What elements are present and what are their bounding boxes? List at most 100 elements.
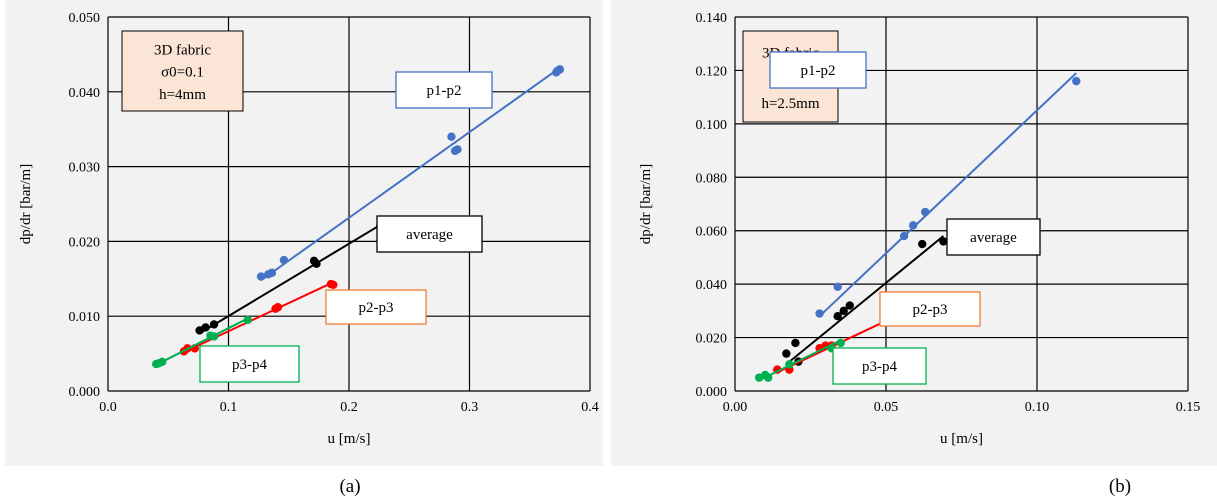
- data-point: [243, 315, 252, 325]
- chart-panel-1: 0.00 0.05 0.10 0.15 0.000 0.020 0.040 0.060 0.08…: [611, 0, 1217, 466]
- data-point: [908, 221, 918, 230]
- y-tick-label: 0.040: [696, 278, 728, 293]
- data-point: [791, 338, 800, 348]
- series-p3-p4: [152, 315, 252, 369]
- trend-line: [199, 224, 381, 335]
- x-tick-label: 0.2: [340, 400, 358, 415]
- series-label-frame: [832, 347, 927, 385]
- y-axis-label: dp/dr [bar/m]: [638, 164, 654, 244]
- series-average: [782, 235, 948, 366]
- y-tick-label: 0.030: [69, 161, 101, 176]
- series-label-frame: [325, 289, 427, 325]
- trend-line: [758, 339, 842, 382]
- data-point: [833, 312, 842, 321]
- series-label-average: average: [376, 215, 483, 253]
- data-point: [209, 320, 219, 329]
- x-axis-label: u [m/s]: [940, 431, 983, 447]
- data-point: [939, 237, 948, 246]
- series-label-frame: [199, 345, 300, 383]
- data-point: [329, 280, 338, 289]
- series-label-text: p3-p4: [232, 357, 267, 373]
- series-label-p3-p4: p3-p4: [832, 347, 927, 385]
- trend-line: [260, 67, 561, 282]
- data-point: [782, 349, 791, 358]
- data-point: [836, 338, 845, 348]
- x-tick-label: 0.05: [874, 400, 899, 415]
- data-point: [312, 259, 321, 269]
- x-tick-label: 0.3: [461, 400, 479, 415]
- panel-caption: (a): [339, 476, 360, 497]
- series-label-frame: [395, 71, 493, 109]
- series-label-text: p2-p3: [359, 300, 394, 316]
- data-point: [201, 323, 210, 332]
- data-point: [447, 132, 456, 141]
- series-p1-p2: [815, 72, 1081, 318]
- y-tick-label: 0.010: [69, 310, 101, 325]
- series-label-p1-p2: p1-p2: [395, 71, 493, 109]
- data-point: [839, 306, 848, 316]
- chart-panel-0: 0.0 0.1 0.2 0.3 0.4 0.000 0.010 0.020 0.030 0.040…: [5, 0, 603, 466]
- y-tick-label: 0.080: [696, 171, 728, 186]
- data-point: [256, 272, 266, 281]
- data-point: [279, 255, 289, 265]
- series-label-text: p3-p4: [862, 359, 897, 375]
- panel-caption: (b): [1109, 476, 1131, 497]
- x-tick-label: 0.15: [1176, 400, 1201, 415]
- series-label-text: p1-p2: [427, 83, 462, 99]
- trend-line: [183, 282, 332, 354]
- series-label-frame: [769, 51, 867, 89]
- series-label-p2-p3: p2-p3: [325, 289, 427, 325]
- series-label-frame: [376, 215, 483, 253]
- y-tick-label: 0.020: [69, 235, 101, 250]
- x-tick-label: 0.10: [1025, 400, 1050, 415]
- trend-line: [818, 72, 1077, 317]
- y-tick-label: 0.000: [696, 385, 728, 400]
- series-p3-p4: [754, 338, 845, 382]
- data-point: [267, 268, 277, 278]
- x-axis-label: u [m/s]: [328, 431, 371, 447]
- info-line-material: 3D fabric: [154, 42, 211, 58]
- data-point: [453, 145, 462, 154]
- x-tick-label: 0.0: [99, 400, 117, 415]
- y-axis-label: dp/dr [bar/m]: [18, 164, 34, 244]
- info-line-sigma: σ0=0.1: [161, 65, 204, 81]
- series-label-frame: [879, 291, 981, 327]
- trend-line: [155, 317, 249, 366]
- data-point: [1072, 76, 1081, 86]
- series-label-p2-p3: p2-p3: [879, 291, 981, 327]
- data-point: [845, 301, 854, 310]
- y-tick-label: 0.050: [69, 11, 101, 26]
- y-tick-label: 0.120: [696, 64, 728, 79]
- data-point: [785, 360, 794, 369]
- y-tick-label: 0.000: [69, 385, 101, 400]
- series-label-average: average: [946, 218, 1041, 256]
- series-label-p3-p4: p3-p4: [199, 345, 300, 383]
- series-label-text: p2-p3: [913, 302, 948, 318]
- data-point: [764, 373, 773, 382]
- series-label-text: p1-p2: [801, 63, 836, 79]
- x-tick-label: 0.4: [581, 400, 599, 415]
- data-point: [815, 309, 824, 318]
- series-label-p1-p2: p1-p2: [769, 51, 867, 89]
- trend-line: [785, 235, 945, 366]
- series-label-text: average: [970, 230, 1017, 246]
- data-point: [833, 282, 842, 292]
- y-tick-label: 0.140: [696, 11, 728, 26]
- series-label-frame: [946, 218, 1041, 256]
- series-p1-p2: [256, 65, 565, 282]
- data-point: [921, 207, 930, 217]
- y-tick-label: 0.020: [696, 332, 728, 347]
- y-tick-label: 0.100: [696, 118, 728, 133]
- data-point: [918, 239, 927, 249]
- data-point: [158, 357, 167, 367]
- data-point: [273, 303, 283, 312]
- y-tick-label: 0.060: [696, 225, 728, 240]
- info-line-thickness: h=2.5mm: [761, 96, 819, 112]
- data-point: [209, 332, 219, 341]
- data-point: [899, 231, 909, 241]
- info-box-frame: [121, 30, 244, 112]
- x-tick-label: 0.00: [723, 400, 748, 415]
- info-line-thickness: h=4mm: [159, 87, 206, 103]
- info-box: 3D fabric σ0=0.1 h=4mm: [121, 30, 244, 112]
